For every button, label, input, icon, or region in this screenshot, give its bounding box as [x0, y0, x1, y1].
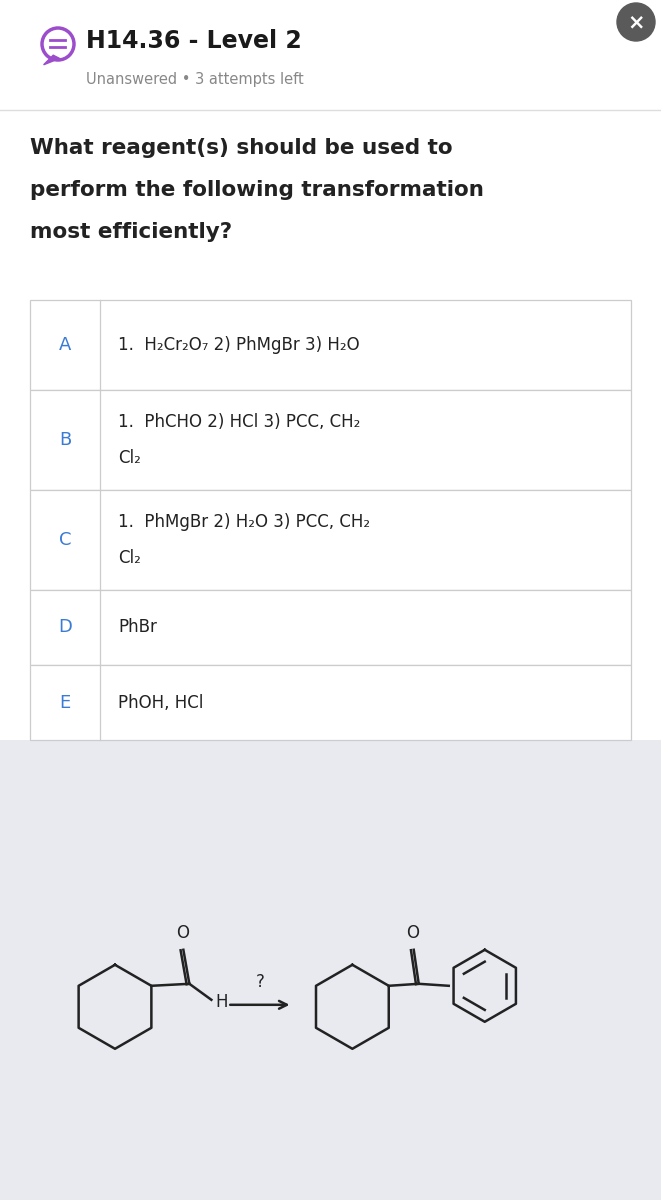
- FancyBboxPatch shape: [30, 390, 631, 490]
- Text: 1.  PhMgBr 2) H₂O 3) PCC, CH₂: 1. PhMgBr 2) H₂O 3) PCC, CH₂: [118, 514, 370, 530]
- FancyBboxPatch shape: [30, 665, 631, 740]
- Polygon shape: [44, 55, 59, 65]
- Text: H14.36 - Level 2: H14.36 - Level 2: [86, 29, 302, 53]
- Text: O: O: [176, 924, 189, 942]
- Text: C: C: [59, 530, 71, 550]
- FancyBboxPatch shape: [0, 740, 661, 1200]
- Text: ?: ?: [255, 973, 264, 991]
- FancyBboxPatch shape: [30, 490, 631, 590]
- Text: B: B: [59, 431, 71, 449]
- FancyBboxPatch shape: [30, 300, 631, 390]
- FancyBboxPatch shape: [0, 110, 661, 300]
- Text: ×: ×: [627, 12, 644, 32]
- FancyBboxPatch shape: [0, 0, 661, 110]
- Text: PhOH, HCl: PhOH, HCl: [118, 694, 204, 712]
- Text: A: A: [59, 336, 71, 354]
- Text: D: D: [58, 618, 72, 636]
- Text: PhBr: PhBr: [118, 618, 157, 636]
- Circle shape: [617, 2, 655, 41]
- Text: most efficiently?: most efficiently?: [30, 222, 232, 242]
- Text: Cl₂: Cl₂: [118, 550, 141, 566]
- Text: 1.  PhCHO 2) HCl 3) PCC, CH₂: 1. PhCHO 2) HCl 3) PCC, CH₂: [118, 413, 360, 431]
- Text: Unanswered • 3 attempts left: Unanswered • 3 attempts left: [86, 72, 304, 86]
- Text: perform the following transformation: perform the following transformation: [30, 180, 484, 200]
- Text: What reagent(s) should be used to: What reagent(s) should be used to: [30, 138, 453, 158]
- Text: H: H: [215, 992, 228, 1010]
- Text: 1.  H₂Cr₂O₇ 2) PhMgBr 3) H₂O: 1. H₂Cr₂O₇ 2) PhMgBr 3) H₂O: [118, 336, 360, 354]
- Text: E: E: [59, 694, 71, 712]
- Text: O: O: [407, 924, 419, 942]
- Text: Cl₂: Cl₂: [118, 449, 141, 467]
- FancyBboxPatch shape: [30, 590, 631, 665]
